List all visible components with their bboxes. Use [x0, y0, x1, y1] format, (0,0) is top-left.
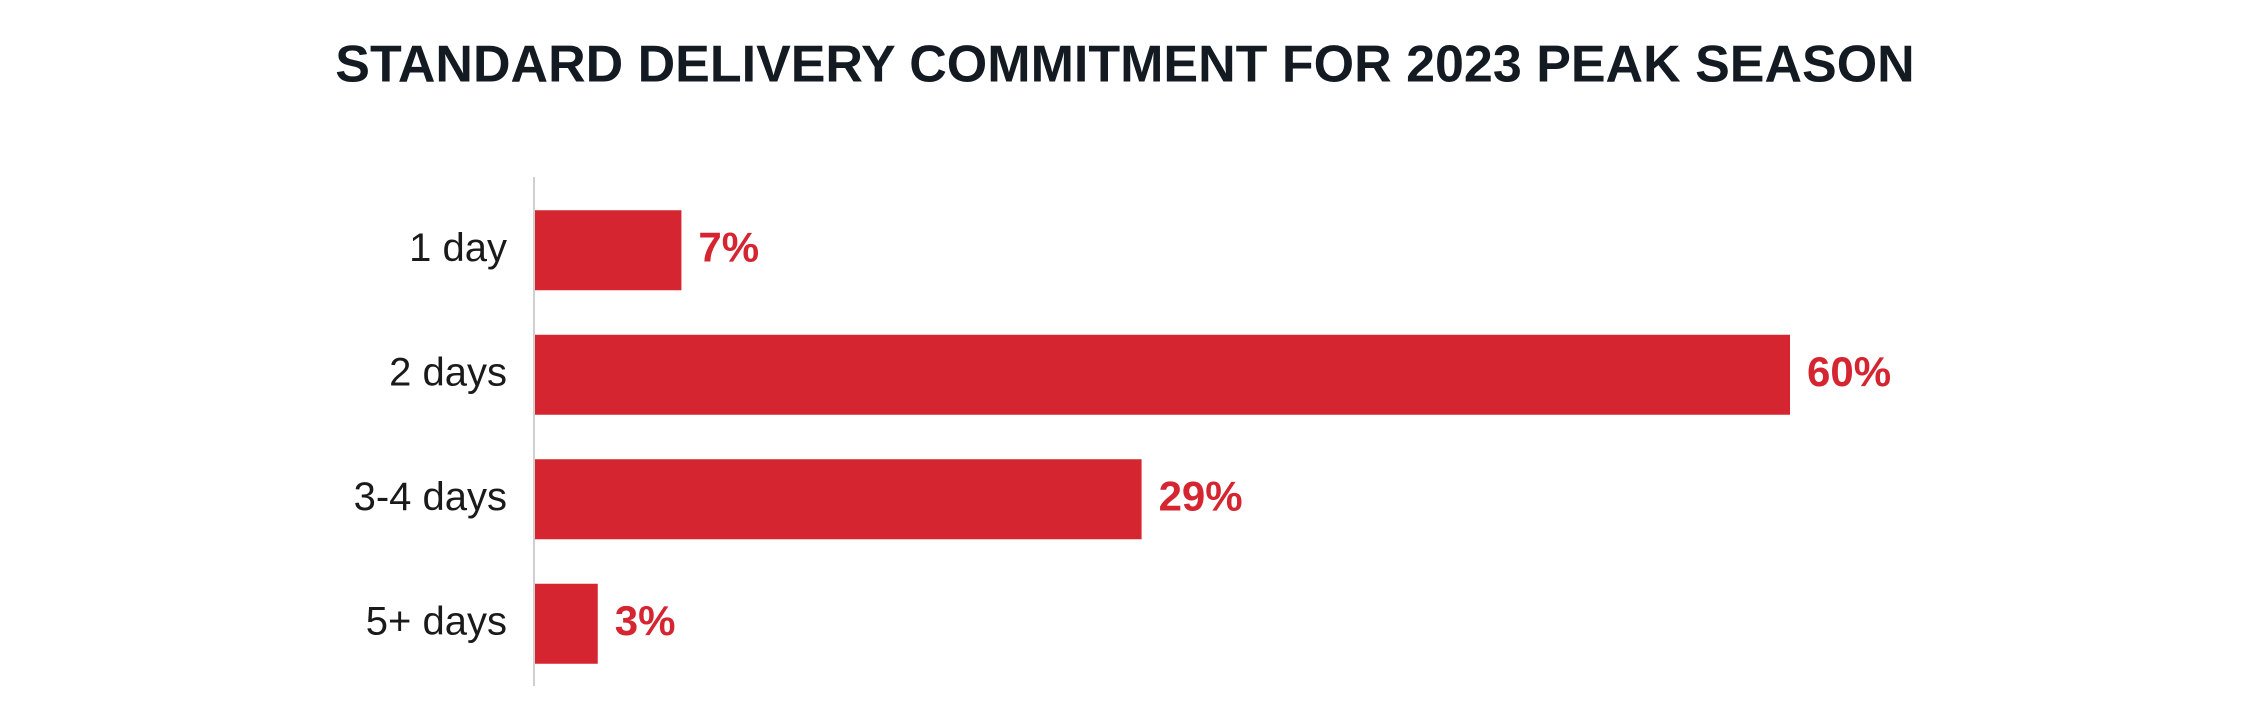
- category-label: 5+ days: [366, 599, 507, 643]
- bar: [535, 583, 598, 664]
- value-label: 3%: [615, 597, 676, 644]
- category-label: 2 days: [389, 350, 507, 394]
- category-label: 3-4 days: [354, 475, 507, 519]
- category-label: 1 day: [409, 226, 507, 270]
- value-label: 29%: [1159, 472, 1243, 519]
- value-label: 60%: [1807, 348, 1891, 395]
- chart-title: STANDARD DELIVERY COMMITMENT FOR 2023 PE…: [335, 36, 1914, 94]
- bar: [535, 334, 1790, 415]
- value-label: 7%: [698, 223, 759, 270]
- bar: [535, 459, 1142, 540]
- bar: [535, 210, 682, 291]
